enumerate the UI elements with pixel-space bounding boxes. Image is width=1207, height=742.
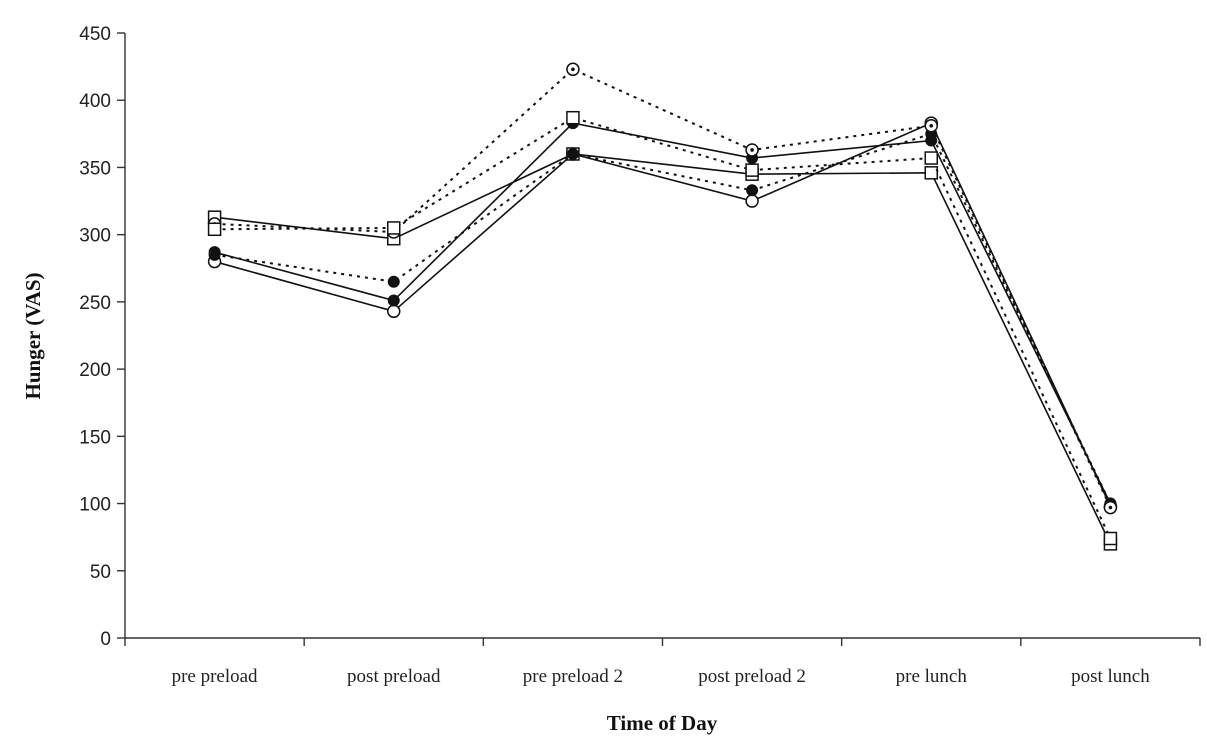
series-layer <box>207 62 1118 551</box>
x-tick-label: post preload <box>347 666 441 687</box>
data-point <box>387 294 400 307</box>
data-point <box>924 166 938 180</box>
x-axis: pre preload post preload pre preload 2 post… <box>124 637 1201 687</box>
y-axis-title: Hunger (VAS) <box>21 272 45 399</box>
data-point <box>924 151 938 165</box>
series-line <box>214 132 1112 504</box>
x-tick-label: post preload 2 <box>698 666 806 687</box>
series-line <box>214 116 1112 539</box>
data-point <box>387 275 400 288</box>
series-1 <box>207 116 1118 513</box>
y-axis: 0 50 100 150 200 250 300 350 400 450 <box>79 24 126 650</box>
data-point-center <box>571 67 575 72</box>
series-6 <box>207 110 1118 546</box>
data-point-center <box>750 148 754 152</box>
data-point <box>387 221 401 235</box>
data-point <box>208 248 221 261</box>
data-point <box>566 148 579 160</box>
y-tick-label: 100 <box>79 495 111 516</box>
data-point-center <box>1108 505 1113 510</box>
data-point <box>745 194 759 208</box>
y-tick-label: 250 <box>79 293 111 314</box>
series-line <box>214 122 1112 507</box>
x-tick-label: pre preload 2 <box>523 666 623 687</box>
series-5 <box>207 62 1118 515</box>
y-tick-label: 0 <box>100 629 111 650</box>
y-tick-label: 50 <box>90 562 111 583</box>
x-axis-title: Time of Day <box>607 711 718 735</box>
y-tick-label: 200 <box>79 360 111 381</box>
data-point-center <box>929 123 934 128</box>
y-tick-label: 400 <box>79 91 111 112</box>
data-point <box>387 304 401 319</box>
data-point <box>746 184 759 197</box>
series-4 <box>208 127 1117 510</box>
y-tick-label: 350 <box>79 158 111 179</box>
x-tick-label: pre lunch <box>896 666 968 687</box>
y-tick-label: 300 <box>79 226 111 247</box>
data-point <box>207 222 222 237</box>
x-tick-label: post lunch <box>1071 666 1150 687</box>
y-tick-label: 150 <box>79 427 111 448</box>
data-point <box>1103 531 1118 546</box>
x-tick-label: pre preload <box>172 666 258 687</box>
y-tick-label: 450 <box>79 24 111 45</box>
series-line <box>214 153 1112 545</box>
data-point <box>745 163 759 177</box>
data-point <box>566 110 580 125</box>
series-line <box>214 122 1112 504</box>
series-2 <box>208 117 1117 510</box>
series-3 <box>207 147 1118 551</box>
